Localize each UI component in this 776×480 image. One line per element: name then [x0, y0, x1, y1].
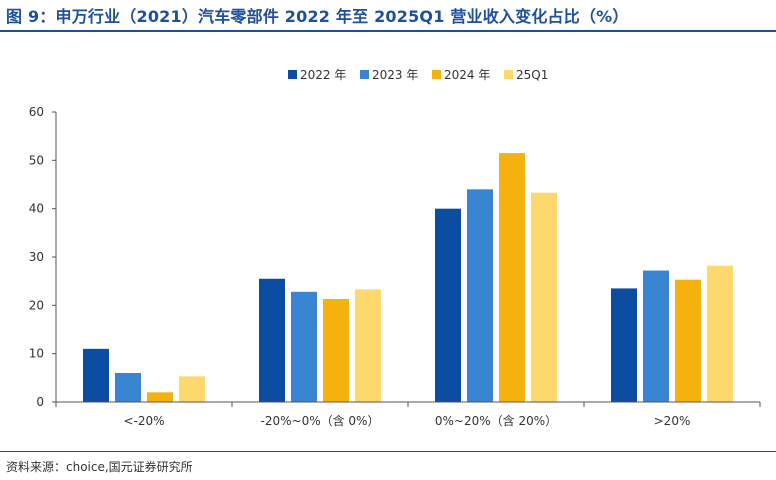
legend-label: 2024 年	[444, 68, 490, 82]
bar	[435, 208, 461, 402]
bar	[675, 279, 701, 402]
bar	[83, 348, 109, 402]
x-tick-label: 0%~20%（含 20%）	[435, 413, 557, 428]
legend-label: 25Q1	[516, 68, 548, 82]
y-tick-label: 50	[29, 153, 44, 167]
bar	[467, 189, 493, 402]
legend-swatch	[504, 70, 513, 79]
legend-swatch	[288, 70, 297, 79]
y-axis: 0 10 20 30 40 50 60	[29, 105, 57, 409]
legend-label: 2023 年	[372, 68, 418, 82]
bar	[259, 278, 285, 402]
bar-chart: 2022 年 2023 年 2024 年 25Q1 0 10 20 30 40 50 60 <-2…	[29, 68, 761, 428]
bar	[115, 373, 141, 402]
bar	[147, 392, 173, 402]
bar	[531, 192, 557, 402]
source-divider	[0, 451, 776, 452]
y-tick-label: 10	[29, 347, 44, 361]
bar	[643, 270, 669, 402]
legend-label: 2022 年	[300, 68, 346, 82]
bar	[179, 376, 205, 402]
legend: 2022 年 2023 年 2024 年 25Q1	[288, 68, 548, 82]
chart-title: 图 9：申万行业（2021）汽车零部件 2022 年至 2025Q1 营业收入变…	[6, 7, 629, 26]
bar	[323, 299, 349, 402]
bar	[611, 288, 637, 402]
x-tick-label: <-20%	[123, 414, 164, 428]
y-tick-label: 20	[29, 298, 44, 312]
x-tick-label: -20%~0%（含 0%）	[261, 413, 380, 428]
y-tick-label: 0	[36, 395, 44, 409]
x-axis: <-20% -20%~0%（含 0%） 0%~20%（含 20%） >20%	[55, 401, 761, 428]
bar	[499, 153, 525, 402]
title-divider	[0, 30, 776, 32]
bar	[355, 289, 381, 402]
bars	[83, 153, 733, 402]
bar	[707, 265, 733, 402]
y-tick-label: 60	[29, 105, 44, 119]
y-tick-label: 30	[29, 250, 44, 264]
bar	[291, 291, 317, 402]
legend-swatch	[360, 70, 369, 79]
legend-swatch	[432, 70, 441, 79]
x-tick-label: >20%	[654, 414, 691, 428]
source-note: 资料来源：choice,国元证券研究所	[6, 460, 193, 474]
y-tick-label: 40	[29, 202, 44, 216]
